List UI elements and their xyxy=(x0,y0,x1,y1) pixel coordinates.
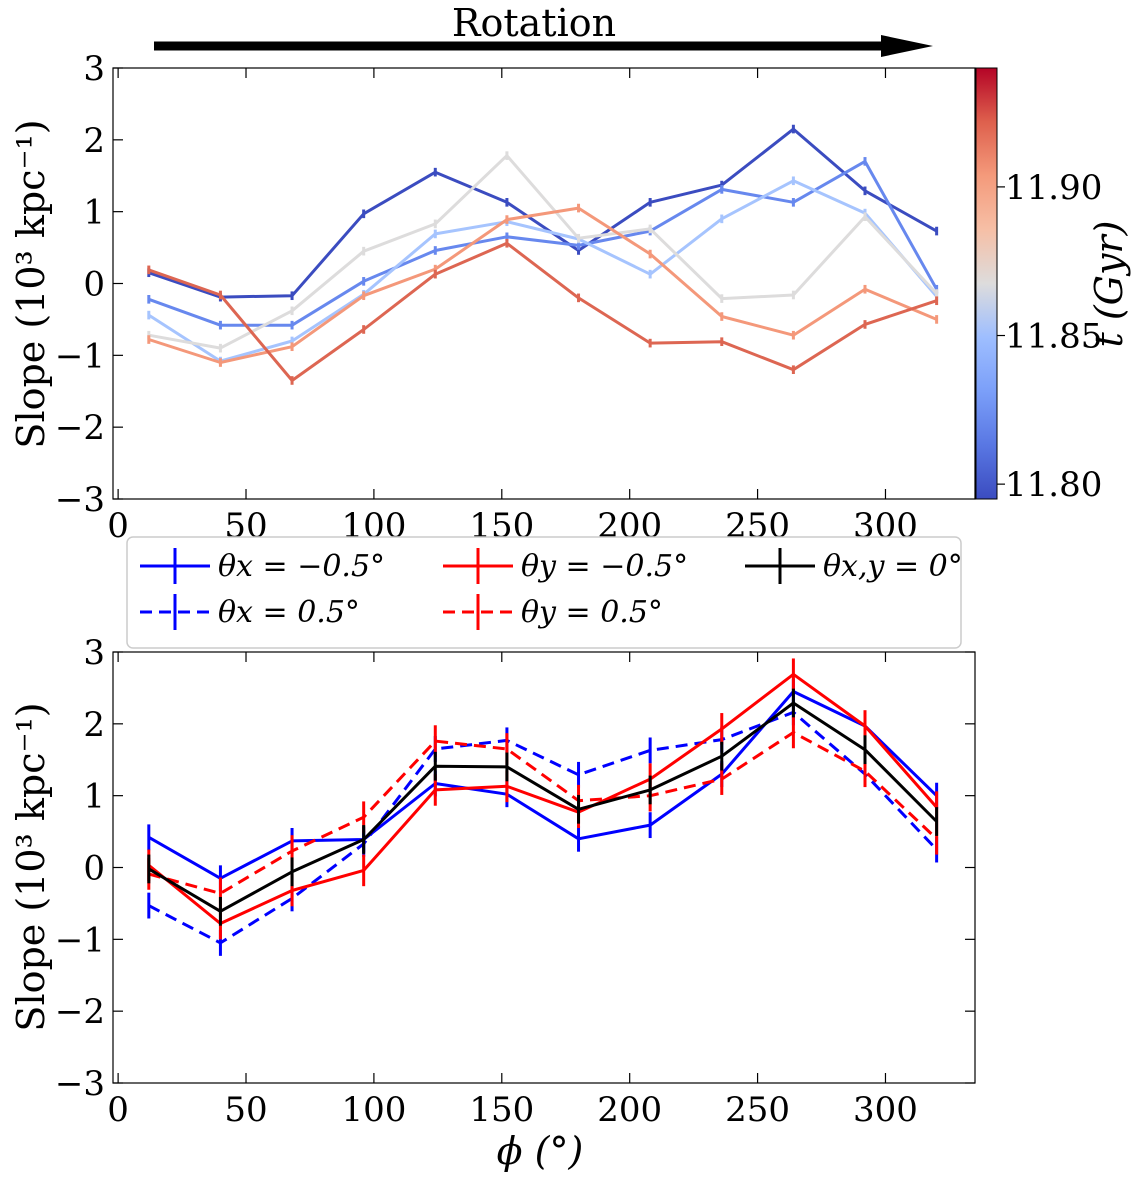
top-y-tick-label: −1 xyxy=(55,336,105,376)
bottom-y-tick-label: 3 xyxy=(83,633,105,673)
bottom-y-axis-title: Slope (10³ kpc⁻¹) xyxy=(9,702,53,1031)
top-series-4 xyxy=(147,203,939,367)
bottom-series-group xyxy=(147,658,939,956)
rotation-label: Rotation xyxy=(452,1,616,45)
top-series-1-line xyxy=(148,159,938,327)
legend-item-0: θx = −0.5° xyxy=(140,548,385,584)
legend-item-2: θx,y = 0° xyxy=(745,548,963,584)
bottom-series-0-line xyxy=(148,690,938,880)
legend-label: θx = 0.5° xyxy=(218,595,360,630)
top-y-tick-label: 0 xyxy=(83,265,105,305)
bottom-plot-frame xyxy=(112,651,976,1084)
top-series-0-line xyxy=(148,127,938,299)
legend-label: θy = −0.5° xyxy=(521,549,688,584)
top-y-tick-label: −2 xyxy=(55,408,105,448)
top-series-5-line xyxy=(148,241,938,382)
top-y-tick-label: −3 xyxy=(55,480,105,520)
colorbar-tick-label: 11.85 xyxy=(1005,317,1102,357)
colorbar-title: t (Gyr) xyxy=(1087,221,1131,348)
bottom-series-4 xyxy=(147,688,939,926)
bottom-y-tick-label: −3 xyxy=(55,1064,105,1104)
legend-label: θy = 0.5° xyxy=(521,595,663,630)
colorbar-gradient xyxy=(975,67,998,500)
bottom-x-tick-label: 100 xyxy=(341,1090,406,1130)
bottom-x-tick-label: 50 xyxy=(224,1090,267,1130)
bottom-y-tick-label: −1 xyxy=(55,920,105,960)
bottom-series-1-line xyxy=(148,710,938,945)
bottom-series-4-line xyxy=(148,701,938,913)
top-series-group xyxy=(147,124,939,385)
bottom-x-tick-label: 200 xyxy=(597,1090,662,1130)
legend-label: θx = −0.5° xyxy=(218,549,385,584)
bottom-x-axis-title: ϕ (°) xyxy=(497,1129,584,1173)
top-x-tick-label: 0 xyxy=(107,506,129,546)
top-series-3 xyxy=(147,151,939,353)
bottom-series-2-line xyxy=(147,672,938,925)
top-series-1 xyxy=(147,157,939,330)
bottom-y-tick-label: 0 xyxy=(83,849,105,889)
bottom-axis-ticks: 0 50 100 150 200 250 300 −3 −2 −1 0 1 2 3 xyxy=(55,633,975,1130)
bottom-x-tick-label: 250 xyxy=(725,1090,790,1130)
bottom-series-0 xyxy=(147,678,939,892)
bottom-y-tick-label: 1 xyxy=(83,777,105,817)
legend-label: θx,y = 0° xyxy=(823,549,963,584)
bottom-x-tick-label: 0 xyxy=(107,1090,129,1130)
top-series-2-line xyxy=(147,179,938,363)
top-plot-frame xyxy=(112,67,976,500)
top-y-tick-label: 3 xyxy=(83,49,105,89)
top-y-tick-label: 2 xyxy=(83,121,105,161)
top-series-4-line xyxy=(148,206,938,364)
legend-item-1: θy = −0.5° xyxy=(443,548,688,584)
top-series-5 xyxy=(147,238,939,385)
legend-items: θx = −0.5° θy = −0.5° θx,y = 0° θx = 0.5° θy… xyxy=(140,548,963,630)
top-y-axis-title: Slope (10³ kpc⁻¹) xyxy=(9,119,53,448)
legend-item-4: θy = 0.5° xyxy=(443,594,663,630)
bottom-series-3 xyxy=(147,716,939,910)
colorbar: 11.80 11.85 11.90 t (Gyr) xyxy=(975,67,1131,505)
top-series-3-line xyxy=(148,154,938,350)
top-y-tick-label: 1 xyxy=(83,193,105,233)
rotation-annotation: Rotation xyxy=(154,1,933,57)
bottom-x-tick-label: 150 xyxy=(469,1090,534,1130)
bottom-x-tick-label: 300 xyxy=(853,1090,918,1130)
bottom-y-tick-label: 2 xyxy=(83,705,105,745)
colorbar-tick-label: 11.90 xyxy=(1005,168,1102,208)
rotation-arrow-head xyxy=(881,35,933,57)
bottom-series-1 xyxy=(147,699,939,956)
legend: θx = −0.5° θy = −0.5° θx,y = 0° θx = 0.5° θy… xyxy=(126,536,963,649)
bottom-series-2 xyxy=(147,658,939,940)
legend-item-3: θx = 0.5° xyxy=(140,594,360,630)
bottom-panel: 0 50 100 150 200 250 300 −3 −2 −1 0 1 2 3 Slope (10³ … xyxy=(9,633,976,1173)
colorbar-ticks: 11.80 11.85 11.90 xyxy=(997,168,1102,505)
bottom-series-3-line xyxy=(148,731,938,895)
colorbar-tick-label: 11.80 xyxy=(1005,465,1102,505)
bottom-y-tick-label: −2 xyxy=(55,992,105,1032)
